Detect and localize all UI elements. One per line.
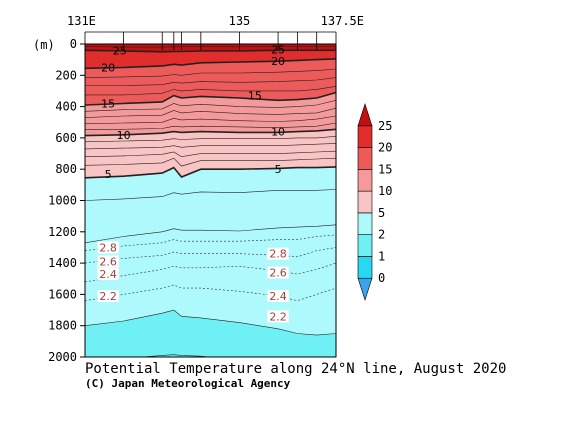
contour-label-bg-14	[267, 247, 289, 260]
chart-title: Potential Temperature along 24°N line, A…	[85, 361, 506, 377]
y-tick-label-0: 0	[70, 37, 77, 51]
colorbar-label-2: 2	[378, 228, 385, 242]
contour-label-7: 10	[271, 126, 285, 139]
y-axis: 0 200 400 600 800 1000 1200 1400 1600 1800 2000	[48, 37, 85, 364]
isotherm-6	[85, 157, 336, 167]
colorbar-label-10: 10	[378, 184, 392, 198]
isotherm-8	[85, 143, 336, 150]
colorbar-segment-10_15	[357, 169, 373, 192]
colorbar-label-20: 20	[378, 141, 392, 155]
contour-label-bg-13	[97, 289, 119, 302]
isotherm-25	[85, 49, 336, 53]
colorbar-segment-0_1	[357, 256, 373, 279]
colorbar-segment-1_2	[357, 234, 373, 257]
y-tick-label-1400: 1400	[48, 256, 77, 270]
contour-label-17: 2.2	[269, 310, 287, 323]
isotherm-9	[85, 136, 336, 143]
contour-label-bg-16	[267, 289, 289, 302]
y-tick-label-1200: 1200	[48, 225, 77, 239]
y-tick-label-1800: 1800	[48, 319, 77, 333]
y-tick-label-400: 400	[55, 100, 77, 114]
y-axis-unit-label: (m)	[33, 38, 55, 52]
isotherm-4	[85, 189, 336, 201]
contour-label-11: 2.6	[99, 256, 117, 269]
band-below-2	[85, 310, 336, 357]
contour-label-2: 20	[101, 61, 115, 74]
isotherm-7	[85, 150, 336, 158]
isotherm-3	[85, 224, 336, 244]
isotherm-1.8	[139, 354, 212, 357]
x-tick-label-135: 135	[229, 14, 251, 28]
colorbar-label-0: 0	[378, 271, 385, 285]
contour-label-1: 25	[271, 43, 285, 56]
contour-label-bg-15	[267, 266, 289, 279]
contour-label-4: 15	[101, 97, 115, 110]
isotherm-17	[85, 77, 336, 86]
x-tick-label-131E: 131E	[67, 14, 96, 28]
station-lines	[84, 31, 337, 50]
y-tick-label-200: 200	[55, 68, 77, 82]
contour-label-6: 10	[117, 129, 131, 142]
colorbar-segment-2_5	[357, 212, 373, 235]
contour-label-bg-17	[267, 310, 289, 323]
colorbar-segment-15_20	[357, 147, 373, 170]
isotherm-2.4	[85, 262, 336, 283]
colorbar-label-5: 5	[378, 206, 385, 220]
isotherm-20	[85, 58, 336, 70]
y-tick-label-2000: 2000	[48, 350, 77, 364]
isotherm-15	[85, 91, 336, 106]
isotherm-2.2	[85, 284, 336, 302]
y-tick-label-1000: 1000	[48, 194, 77, 208]
contour-label-12: 2.4	[99, 268, 117, 281]
isotherm-5	[85, 166, 336, 179]
y-tick-label-600: 600	[55, 131, 77, 145]
isotherm-13	[85, 107, 336, 118]
contour-label-bg-11	[97, 255, 119, 268]
band-below-1.8	[142, 354, 209, 357]
isotherm-2.6	[85, 247, 336, 264]
contour-label-bg-12	[97, 268, 119, 281]
isotherm-2.8	[85, 234, 336, 251]
colorbar-label-1: 1	[378, 249, 385, 263]
contour-label-13: 2.2	[99, 290, 117, 303]
isotherm-14	[85, 100, 336, 112]
contour-label-bg-10	[97, 241, 119, 254]
contour-label-9: 5	[275, 163, 282, 176]
contour-label-15: 2.6	[269, 266, 287, 279]
contour-label-8: 5	[105, 168, 112, 181]
contour-label-5: 15	[248, 90, 262, 103]
isotherm-2	[85, 309, 336, 336]
colorbar-segment-20_25	[357, 125, 373, 148]
y-tick-label-800: 800	[55, 162, 77, 176]
contour-label-14: 2.8	[269, 248, 287, 261]
colorbar-arrow-low	[357, 277, 373, 301]
colorbar-label-15: 15	[378, 162, 392, 176]
isotherm-16	[85, 86, 336, 96]
isotherm-12	[85, 115, 336, 125]
isotherm-10	[85, 128, 336, 137]
plot-area	[85, 44, 336, 357]
isotherm-18	[85, 68, 336, 78]
x-tick-label-137.5E: 137.5E	[321, 14, 364, 28]
colorbar-segment-5_10	[357, 190, 373, 214]
isotherm-11	[85, 122, 336, 130]
x-axis: 131E 135 137.5E	[67, 14, 364, 28]
contour-label-10: 2.8	[99, 241, 117, 254]
y-tick-label-1600: 1600	[48, 287, 77, 301]
contour-label-16: 2.4	[269, 290, 287, 303]
copyright-credit: (C) Japan Meteorological Agency	[85, 377, 291, 390]
contour-label-0: 25	[113, 44, 127, 57]
contour-label-3: 20	[271, 55, 285, 68]
isotherm-lines	[85, 45, 336, 357]
colorbar-label-25: 25	[378, 119, 392, 133]
colorbar-arrow-high	[357, 103, 373, 127]
